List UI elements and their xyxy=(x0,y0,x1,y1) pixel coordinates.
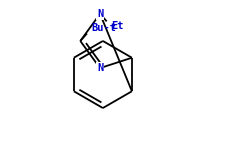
Text: N: N xyxy=(97,9,103,19)
Text: Et: Et xyxy=(111,21,124,31)
Text: Bu-t: Bu-t xyxy=(92,24,116,34)
Text: N: N xyxy=(97,63,103,73)
